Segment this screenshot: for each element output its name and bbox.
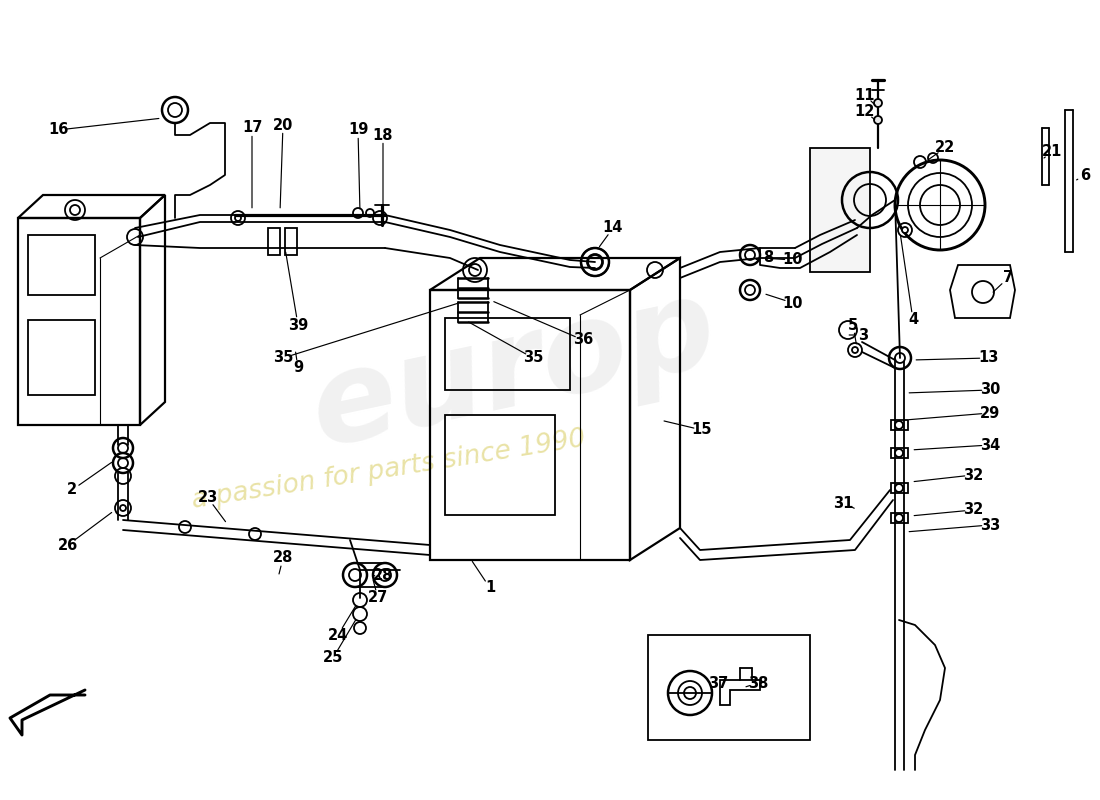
Polygon shape (10, 690, 85, 735)
Circle shape (120, 505, 127, 511)
Circle shape (895, 484, 903, 492)
Text: 3: 3 (858, 327, 868, 342)
Circle shape (895, 514, 903, 522)
Text: 35: 35 (273, 350, 294, 366)
Circle shape (902, 227, 908, 233)
Circle shape (895, 449, 903, 457)
Text: 35: 35 (522, 350, 543, 366)
Text: 27: 27 (367, 590, 388, 606)
Text: 1: 1 (485, 581, 495, 595)
Text: 16: 16 (47, 122, 68, 138)
Text: 19: 19 (348, 122, 369, 138)
Text: 23: 23 (198, 490, 218, 506)
Text: 24: 24 (328, 627, 348, 642)
Text: 13: 13 (978, 350, 998, 366)
Text: 25: 25 (322, 650, 343, 666)
Text: 5: 5 (848, 318, 858, 333)
Bar (648, 635, 810, 740)
Circle shape (852, 347, 858, 353)
Text: 34: 34 (980, 438, 1000, 453)
Text: 18: 18 (373, 127, 394, 142)
Text: 31: 31 (833, 495, 854, 510)
Text: 12: 12 (855, 105, 876, 119)
Text: 21: 21 (1042, 145, 1063, 159)
Text: 28: 28 (273, 550, 294, 566)
Text: 4: 4 (908, 313, 918, 327)
Text: 36: 36 (573, 333, 593, 347)
Text: 29: 29 (980, 406, 1000, 421)
Text: 38: 38 (748, 675, 768, 690)
Text: 2: 2 (67, 482, 77, 498)
Text: 6: 6 (1080, 167, 1090, 182)
Text: europ: europ (300, 268, 727, 472)
Text: 32: 32 (962, 467, 983, 482)
Text: 7: 7 (1003, 270, 1013, 286)
Text: 14: 14 (603, 221, 624, 235)
Text: 8: 8 (763, 250, 773, 266)
Text: 11: 11 (855, 87, 876, 102)
Circle shape (895, 353, 905, 363)
Text: 15: 15 (692, 422, 713, 438)
Circle shape (895, 421, 903, 429)
Text: 22: 22 (935, 141, 955, 155)
Text: 26: 26 (58, 538, 78, 553)
Text: 37: 37 (708, 675, 728, 690)
Text: 28: 28 (373, 567, 393, 582)
Text: 10: 10 (783, 253, 803, 267)
Text: 20: 20 (273, 118, 294, 133)
Polygon shape (810, 148, 870, 272)
Text: a passion for parts since 1990: a passion for parts since 1990 (190, 426, 587, 514)
Text: 33: 33 (980, 518, 1000, 533)
Text: 32: 32 (962, 502, 983, 518)
Text: 9: 9 (293, 361, 304, 375)
Circle shape (874, 116, 882, 124)
Circle shape (874, 99, 882, 107)
Text: 10: 10 (783, 295, 803, 310)
Text: 39: 39 (288, 318, 308, 333)
Text: 30: 30 (980, 382, 1000, 398)
Text: 17: 17 (242, 121, 262, 135)
